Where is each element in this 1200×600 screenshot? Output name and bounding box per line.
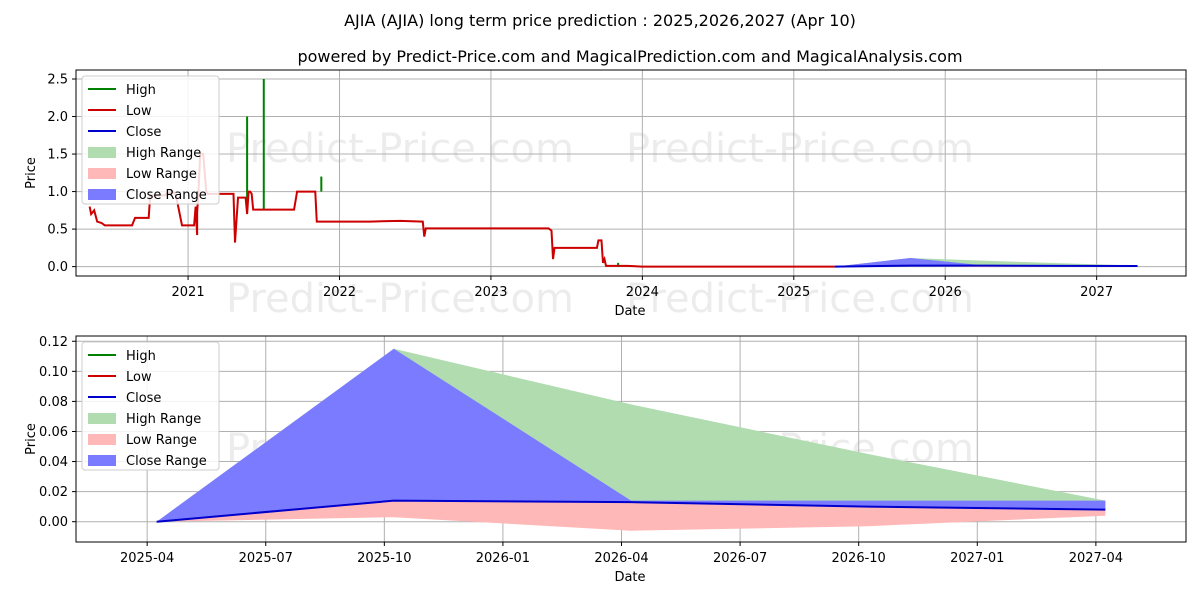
- y-tick-label: 0.04: [39, 455, 68, 470]
- legend-label-high: High: [126, 349, 156, 364]
- legend-box: [81, 75, 220, 205]
- x-axis-label: Date: [614, 570, 645, 585]
- watermark-text: Predict-Price.com: [226, 276, 574, 322]
- legend-box: [81, 341, 220, 471]
- legend-swatch-low-range: [88, 434, 116, 445]
- chart-legend: High Low Close High Range Low Range Close Ran…: [81, 341, 220, 471]
- x-tick-label: 2027-01: [950, 551, 1004, 566]
- y-tick-label: 0.08: [39, 395, 68, 410]
- plot-area: [156, 348, 1106, 531]
- y-tick-label: 0.06: [39, 425, 68, 440]
- legend-label-low: Low: [126, 104, 152, 119]
- y-tick-label: 0.12: [39, 335, 68, 350]
- legend-label-close-range: Close Range: [126, 454, 207, 469]
- y-axis-label: Price: [24, 423, 39, 455]
- chart-legend: High Low Close High Range Low Range Close Ran…: [81, 75, 220, 205]
- series-close-line: [834, 264, 1138, 268]
- chart-panel-top: Predict-Price.com Predict-Price.com Predic…: [24, 69, 1187, 322]
- legend-swatch-high-range: [88, 147, 116, 158]
- watermark-text: Predict-Price.com: [626, 276, 974, 322]
- legend-swatch-close-range: [88, 189, 116, 200]
- legend-label-high-range: High Range: [126, 146, 201, 161]
- x-tick-label: 2027: [1080, 285, 1113, 300]
- range-low-range: [156, 500, 1106, 531]
- x-tick-label: 2026-10: [832, 551, 886, 566]
- watermark-text: Predict-Price.com: [226, 126, 574, 172]
- legend-label-low-range: Low Range: [126, 433, 197, 448]
- plot-area: [88, 79, 1138, 268]
- series-close-line: [156, 499, 1106, 523]
- x-tick-label: 2025-10: [357, 551, 411, 566]
- chart-title: AJIA (AJIA) long term price prediction :…: [344, 11, 856, 30]
- x-tick-label: 2024: [626, 285, 659, 300]
- x-tick-label: 2025: [777, 285, 810, 300]
- axes-frame: [75, 335, 1187, 543]
- x-tick-label: 2025-04: [120, 551, 174, 566]
- watermark-text: Predict-Price.com: [626, 126, 974, 172]
- y-tick-label: 0.0: [47, 260, 68, 275]
- y-tick-label: 1.5: [47, 148, 68, 163]
- legend-label-high-range: High Range: [126, 412, 201, 427]
- x-axis-label: Date: [614, 304, 645, 319]
- x-tick-label: 2026-04: [594, 551, 648, 566]
- legend-swatch-low-range: [88, 168, 116, 179]
- legend-label-high: High: [126, 83, 156, 98]
- y-tick-label: 0.5: [47, 223, 68, 238]
- y-tick-label: 2.0: [47, 110, 68, 125]
- range-close-range: [834, 257, 1138, 267]
- x-tick-label: 2026-07: [713, 551, 767, 566]
- legend-swatch-high-range: [88, 413, 116, 424]
- chart-subtitle: powered by Predict-Price.com and Magical…: [297, 47, 962, 66]
- y-tick-label: 0.00: [39, 515, 68, 530]
- legend-label-close: Close: [126, 391, 161, 406]
- legend-label-low-range: Low Range: [126, 167, 197, 182]
- axes-frame: [75, 69, 1187, 277]
- legend-label-close: Close: [126, 125, 161, 140]
- y-tick-label: 1.0: [47, 185, 68, 200]
- x-tick-label: 2025-07: [239, 551, 293, 566]
- y-tick-label: 2.5: [47, 73, 68, 88]
- chart-panel-bottom: Predict-Price.comPredict-Price.com2025-0…: [24, 335, 1187, 585]
- legend-label-close-range: Close Range: [126, 188, 207, 203]
- x-tick-label: 2022: [323, 285, 356, 300]
- x-tick-label: 2026-01: [476, 551, 530, 566]
- x-tick-label: 2023: [474, 285, 507, 300]
- range-close-range: [156, 348, 1106, 522]
- x-tick-label: 2027-04: [1069, 551, 1123, 566]
- x-tick-label: 2026: [929, 285, 962, 300]
- y-axis-label: Price: [24, 157, 39, 189]
- y-tick-label: 0.02: [39, 485, 68, 500]
- x-tick-label: 2021: [172, 285, 205, 300]
- legend-label-low: Low: [126, 370, 152, 385]
- legend-swatch-close-range: [88, 455, 116, 466]
- y-tick-label: 0.10: [39, 365, 68, 380]
